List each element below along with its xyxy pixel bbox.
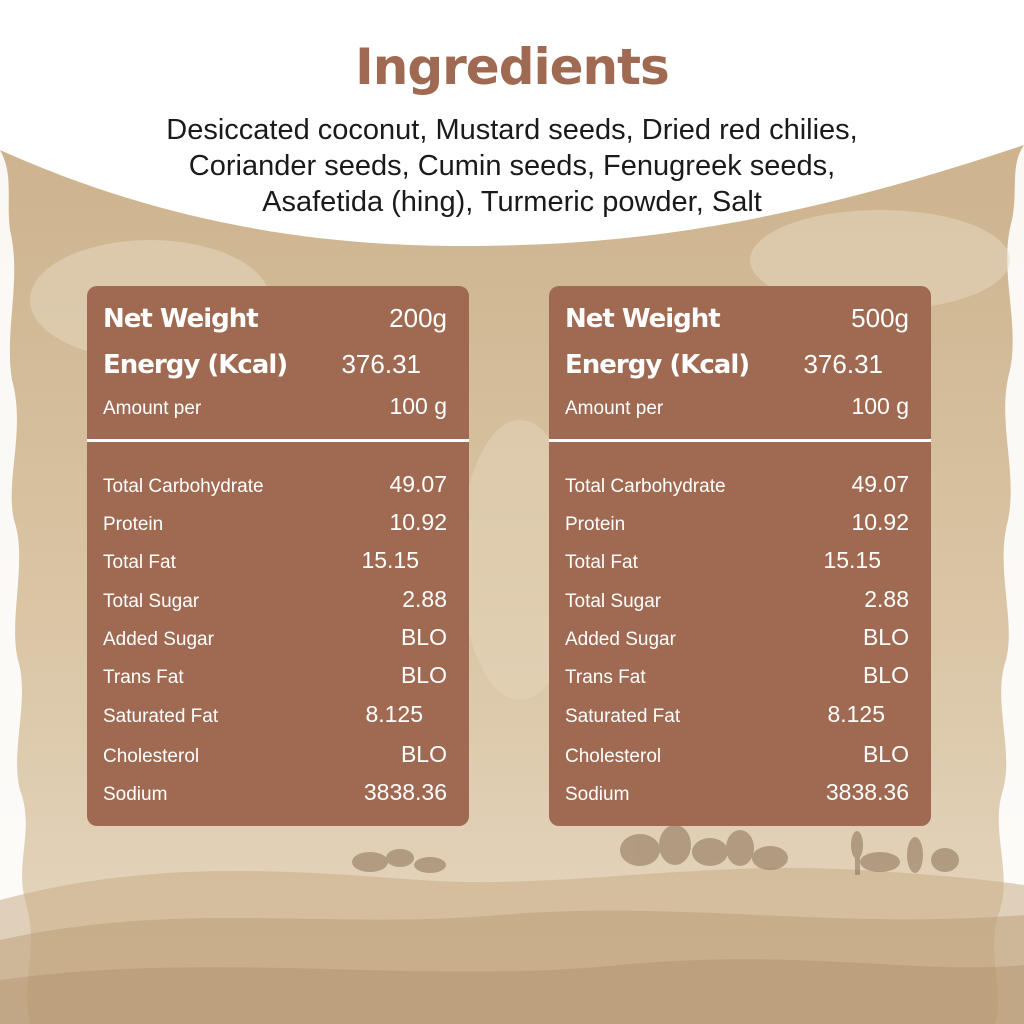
nutrient-value: 3838.36: [363, 779, 447, 805]
nutrient-label: Sodium: [565, 784, 630, 805]
nutrient-row: Sodium 3838.36: [103, 770, 447, 806]
nutrient-value: BLO: [862, 624, 909, 650]
nutrient-row: Sodium 3838.36: [565, 770, 909, 806]
nutrient-row: Total Carbohydrate 49.07: [103, 462, 447, 498]
net-weight-value: 500g: [851, 303, 909, 333]
nutrient-label: Trans Fat: [103, 667, 184, 688]
nutrient-value: 49.07: [851, 471, 909, 497]
nutrient-value: BLO: [862, 662, 909, 688]
nutrient-value: 2.88: [864, 586, 909, 612]
energy-row: Energy (Kcal) 376.31: [103, 344, 447, 380]
nutrient-row: Cholesterol BLO: [103, 732, 447, 768]
nutrient-label: Protein: [103, 514, 164, 535]
nutrient-row: Total Sugar 2.88: [565, 577, 909, 613]
nutrient-label: Added Sugar: [565, 629, 676, 650]
energy-value: 376.31: [803, 349, 883, 379]
amount-per-value: 100 g: [851, 393, 909, 419]
nutrient-label: Cholesterol: [565, 746, 662, 767]
ingredients-title: Ingredients: [355, 38, 670, 96]
divider: [87, 439, 469, 442]
nutrient-value: 15.15: [823, 547, 881, 573]
nutrient-row: Total Sugar 2.88: [103, 577, 447, 613]
nutrient-label: Total Fat: [103, 552, 176, 573]
amount-per-label: Amount per: [103, 398, 202, 419]
nutrition-panel-500g: Net Weight 500g Energy (Kcal) 376.31 Amo…: [549, 286, 931, 826]
nutrition-panel-200g: Net Weight 200g Energy (Kcal) 376.31 Amo…: [87, 286, 469, 826]
nutrient-label: Total Sugar: [103, 591, 200, 612]
nutrient-label: Total Carbohydrate: [103, 476, 264, 497]
nutrient-value: BLO: [400, 741, 447, 767]
energy-label: Energy (Kcal): [103, 350, 288, 380]
net-weight-label: Net Weight: [103, 304, 259, 334]
nutrient-row: Protein 10.92: [103, 500, 447, 536]
nutrient-row: Added Sugar BLO: [103, 615, 447, 651]
nutrient-value: 8.125: [827, 701, 885, 727]
net-weight-label: Net Weight: [565, 304, 721, 334]
ingredients-line: Desiccated coconut, Mustard seeds, Dried…: [166, 114, 858, 146]
energy-value: 376.31: [341, 349, 421, 379]
net-weight-value: 200g: [389, 303, 447, 333]
ingredients-line: Asafetida (hing), Turmeric powder, Salt: [262, 186, 762, 218]
nutrient-label: Sodium: [103, 784, 168, 805]
nutrient-row: Trans Fat BLO: [565, 653, 909, 689]
nutrient-label: Total Sugar: [565, 591, 662, 612]
nutrient-row: Cholesterol BLO: [565, 732, 909, 768]
nutrient-label: Protein: [565, 514, 626, 535]
nutrient-label: Cholesterol: [103, 746, 200, 767]
nutrient-value: BLO: [400, 624, 447, 650]
net-weight-row: Net Weight 200g: [103, 298, 447, 334]
amount-per-label: Amount per: [565, 398, 664, 419]
ingredients-list: Desiccated coconut, Mustard seeds, Dried…: [0, 112, 1024, 220]
nutrient-row: Added Sugar BLO: [565, 615, 909, 651]
nutrient-value: 10.92: [851, 509, 909, 535]
amount-per-row: Amount per 100 g: [565, 384, 909, 420]
nutrient-value: 15.15: [361, 547, 419, 573]
nutrient-row: Total Carbohydrate 49.07: [565, 462, 909, 498]
net-weight-row: Net Weight 500g: [565, 298, 909, 334]
nutrient-label: Added Sugar: [103, 629, 214, 650]
nutrient-value: 49.07: [389, 471, 447, 497]
nutrient-label: Trans Fat: [565, 667, 646, 688]
nutrient-value: 10.92: [389, 509, 447, 535]
ingredients-line: Coriander seeds, Cumin seeds, Fenugreek …: [188, 150, 836, 182]
nutrient-row: Saturated Fat 8.125: [103, 692, 447, 728]
nutrient-value: 2.88: [402, 586, 447, 612]
nutrient-value: BLO: [400, 662, 447, 688]
nutrient-row: Trans Fat BLO: [103, 653, 447, 689]
nutrient-row: Saturated Fat 8.125: [565, 692, 909, 728]
amount-per-value: 100 g: [389, 393, 447, 419]
nutrient-label: Total Carbohydrate: [565, 476, 726, 497]
energy-row: Energy (Kcal) 376.31: [565, 344, 909, 380]
nutrient-row: Total Fat 15.15: [103, 538, 447, 574]
nutrient-value: 8.125: [365, 701, 423, 727]
nutrient-value: BLO: [862, 741, 909, 767]
amount-per-row: Amount per 100 g: [103, 384, 447, 420]
nutrient-row: Total Fat 15.15: [565, 538, 909, 574]
nutrient-row: Protein 10.92: [565, 500, 909, 536]
nutrient-value: 3838.36: [825, 779, 909, 805]
nutrient-label: Total Fat: [565, 552, 638, 573]
nutrient-label: Saturated Fat: [103, 706, 219, 727]
nutrient-label: Saturated Fat: [565, 706, 681, 727]
energy-label: Energy (Kcal): [565, 350, 750, 380]
divider: [549, 439, 931, 442]
